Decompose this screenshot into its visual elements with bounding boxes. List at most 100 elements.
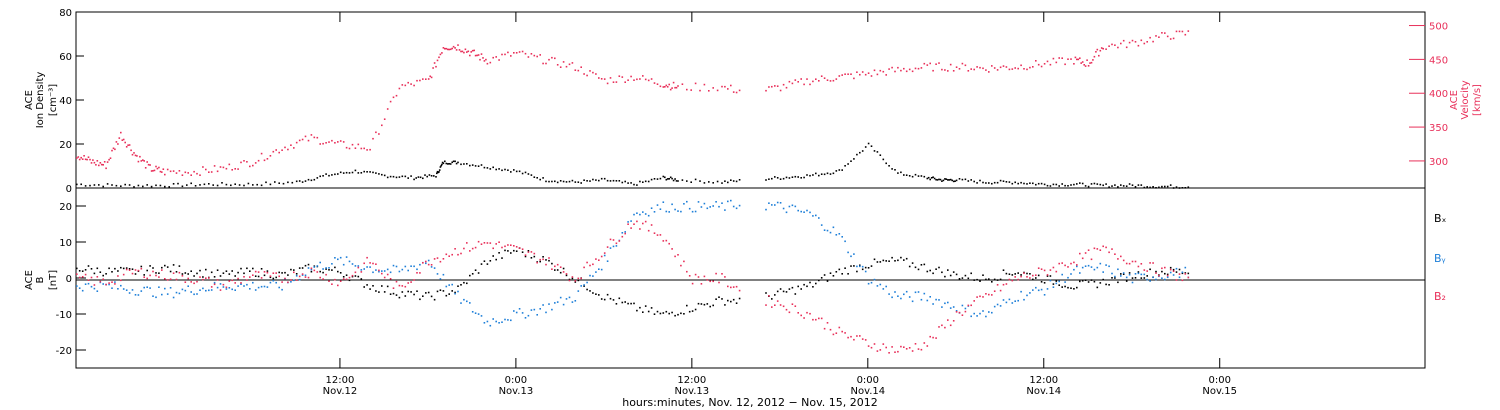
bz-point [794,305,797,307]
bz-point [166,279,169,281]
bz-point [1184,273,1187,275]
bz-point [1005,283,1008,285]
by-point [709,206,711,208]
bz-point [920,348,923,351]
by-point [351,263,354,265]
bx-point [149,265,151,267]
velocity-point [1079,57,1081,59]
by-point [439,278,442,280]
ion-density-point [351,171,354,174]
bz-point [1067,266,1069,268]
ion-density-point [671,177,673,180]
velocity-point [471,49,474,52]
ion-density-point [265,181,267,184]
bz-point [882,343,885,345]
by-point [1061,273,1063,276]
by-point [1081,266,1084,269]
velocity-point [970,68,972,70]
ion-density-point [947,179,949,181]
velocity-point [1164,32,1166,34]
bz-point [603,252,606,254]
bz-point [246,279,248,281]
bx-point [187,273,189,275]
bz-point [293,271,295,274]
ion-density-point [935,178,937,181]
bx-point [559,271,562,274]
ion-density-point [662,175,665,178]
x-tick-label-date: Nov.12 [323,386,358,397]
by-point [310,268,313,271]
bx-point [146,269,148,272]
ion-density-point [853,158,855,160]
by-point [1067,276,1069,279]
by-point [395,265,398,268]
by-point [665,210,668,213]
velocity-point [774,85,776,87]
bz-point [894,351,896,353]
ion-density-point [891,168,893,170]
ion-density-point [1032,182,1034,185]
ion-density-point [530,174,533,176]
velocity-point [395,94,398,97]
velocity-point [1084,65,1087,67]
by-point [800,210,802,213]
bx-point [389,293,392,295]
bz-point [985,293,987,295]
bz-point [1081,257,1084,260]
by-point [199,289,201,291]
ion-density-point [439,166,442,168]
bz-point [1169,268,1172,271]
ion-density-point [363,170,365,173]
ion-density-point [1052,183,1055,186]
by-point [621,232,624,234]
by-point [477,313,480,315]
velocity-point [153,169,156,172]
ion-density-point [360,172,363,174]
by-point [595,271,597,273]
bz-point [237,277,239,280]
bz-point [1117,258,1119,260]
ion-density-point [985,182,987,184]
ion-density-point [699,180,701,182]
velocity-point [219,166,222,168]
bz-point [366,256,368,259]
ion-density-point [571,179,574,182]
by-point [378,270,380,273]
ion-density-point [1155,187,1157,189]
by-point [738,204,741,207]
velocity-point [441,52,443,54]
velocity-point [627,79,629,81]
bz-point [240,282,242,284]
top-left-ytick-label: 0 [66,184,72,195]
velocity-point [791,82,794,85]
ion-density-point [449,163,452,165]
velocity-point [568,63,571,66]
by-point [193,293,195,296]
bz-point [653,232,656,234]
velocity-point [357,143,360,146]
by-point [935,298,937,301]
velocity-point [228,163,231,166]
ion-density-point [1152,186,1154,188]
by-point [1108,265,1110,268]
by-point [832,226,835,229]
ion-density-point [234,183,236,185]
velocity-point [844,73,846,75]
ion-density-point [665,178,668,181]
velocity-point [473,49,475,52]
bz-point [1181,279,1184,282]
velocity-point [144,167,147,169]
top-left-ytick-label: 60 [59,52,72,63]
bx-point [850,265,852,267]
by-point [416,268,418,271]
ion-density-point [716,180,719,183]
bz-point [1058,262,1060,265]
ion-density-point [348,172,351,174]
bz-point [1052,266,1055,269]
bx-point [290,268,292,271]
top-right-ytick-label: 450 [1429,55,1448,66]
ion-density-point [392,175,395,178]
velocity-point [826,79,829,81]
by-point [970,315,972,318]
bx-point [774,294,776,296]
